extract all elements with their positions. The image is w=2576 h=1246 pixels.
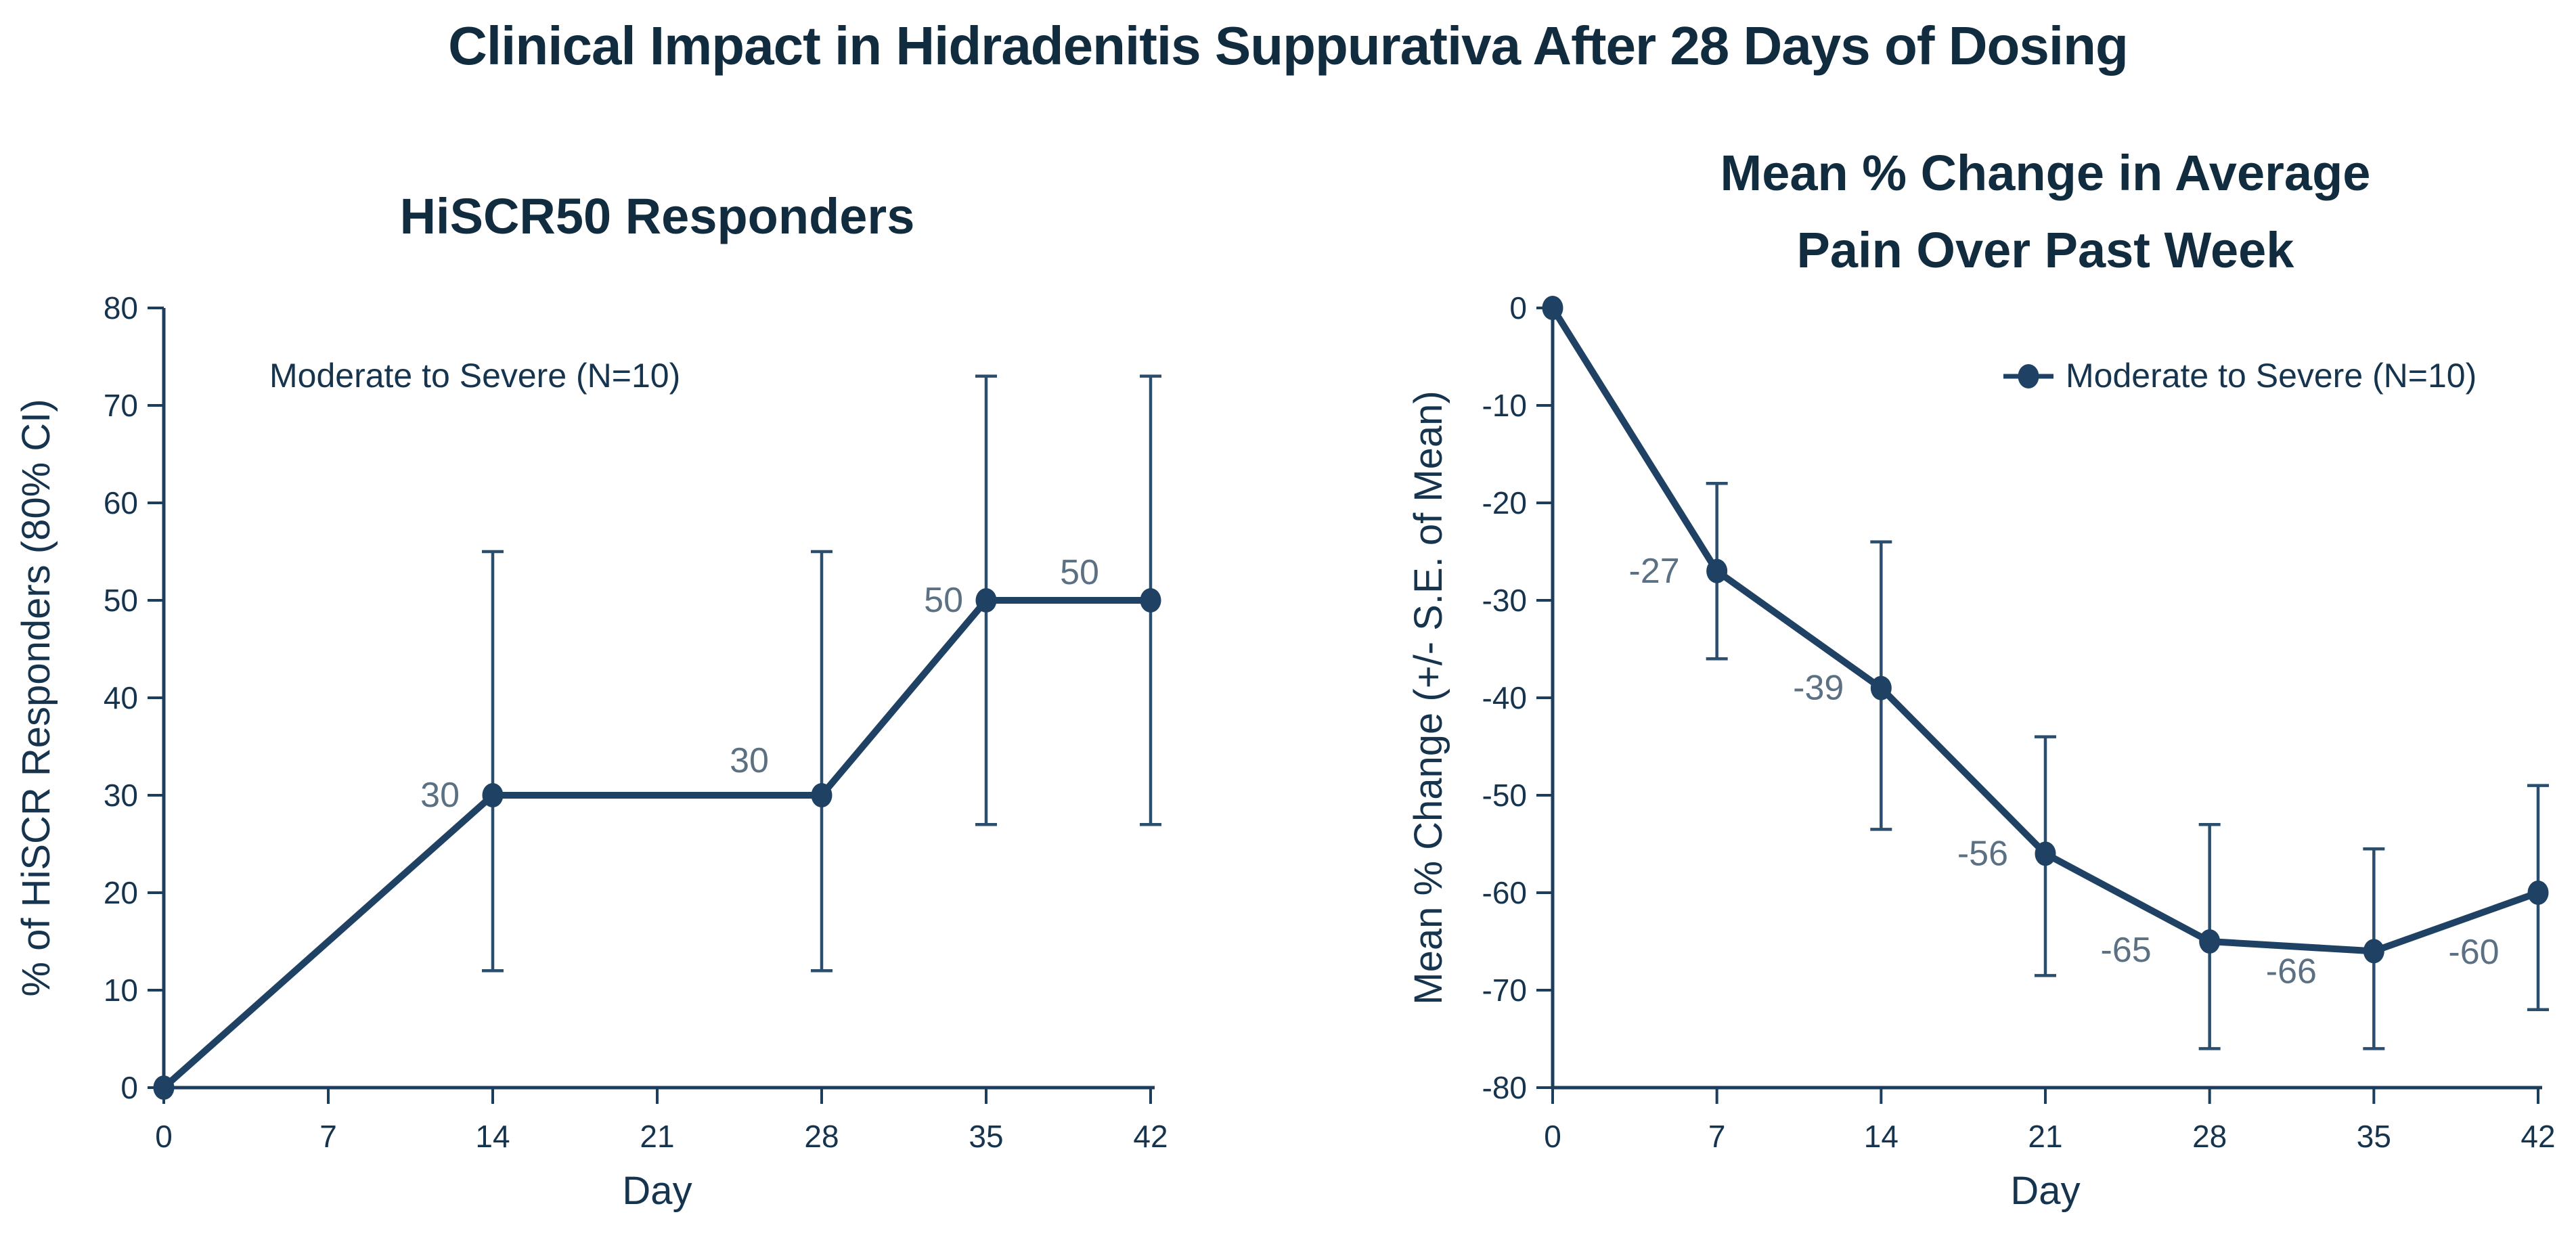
data-point-label: -27: [1629, 552, 1680, 591]
legend-point-marker-icon: [2018, 364, 2039, 388]
data-point-label: -65: [2101, 931, 2152, 970]
y-tick-label: -30: [1482, 583, 1527, 618]
x-tick-label: 21: [2028, 1119, 2062, 1154]
data-point-marker: [1542, 296, 1563, 320]
x-tick-label: 7: [319, 1119, 337, 1154]
data-point-marker: [2035, 841, 2056, 866]
y-tick-label: 20: [104, 875, 138, 910]
x-tick-label: 28: [2192, 1119, 2227, 1154]
data-point-marker: [2363, 939, 2384, 964]
data-point-label: -56: [1957, 834, 2008, 873]
y-tick-label: -10: [1482, 388, 1527, 423]
y-tick-label: -70: [1482, 973, 1527, 1008]
x-tick-label: 42: [2521, 1119, 2555, 1154]
chart-title: Mean % Change in Average: [1720, 145, 2371, 201]
data-point-label: -39: [1793, 669, 1844, 708]
data-point-marker: [2199, 929, 2221, 954]
data-point-marker: [1870, 675, 1892, 700]
y-axis-title: Mean % Change (+/- S.E. of Mean): [1406, 391, 1450, 1005]
data-point-marker: [1140, 588, 1161, 613]
y-tick-label: 0: [1509, 290, 1527, 326]
x-tick-label: 42: [1133, 1119, 1168, 1154]
legend: Moderate to Severe (N=10): [269, 357, 680, 395]
data-point-label: -60: [2448, 933, 2499, 972]
y-tick-label: 50: [104, 583, 138, 618]
chart-title: Pain Over Past Week: [1797, 222, 2295, 278]
x-tick-label: 35: [969, 1119, 1003, 1154]
chart-title: HiSCR50 Responders: [400, 188, 915, 244]
y-tick-label: 10: [104, 973, 138, 1008]
y-tick-label: 80: [104, 290, 138, 326]
x-tick-label: 7: [1708, 1119, 1726, 1154]
y-tick-label: 60: [104, 485, 138, 520]
data-point-marker: [1706, 558, 1728, 583]
y-tick-label: -40: [1482, 680, 1527, 715]
x-tick-label: 14: [475, 1119, 510, 1154]
legend-label: Moderate to Severe (N=10): [2066, 357, 2477, 395]
data-point-marker: [153, 1075, 175, 1100]
y-tick-label: -80: [1482, 1070, 1527, 1105]
y-tick-label: 0: [120, 1070, 138, 1105]
legend-label: Moderate to Severe (N=10): [269, 357, 680, 395]
y-tick-label: 30: [104, 778, 138, 813]
data-point-label: -66: [2266, 952, 2317, 991]
data-point-label: 30: [730, 741, 769, 780]
x-tick-label: 14: [1864, 1119, 1898, 1154]
data-point-label: 50: [1060, 553, 1099, 592]
y-tick-label: 40: [104, 680, 138, 715]
error-bar: [811, 550, 832, 973]
hiscr50-responders-chart: HiSCR50 Responders 0 10 20 30 40 50 60 70 80 0 7 14 2…: [14, 188, 1168, 1213]
y-tick-label: -50: [1482, 778, 1527, 813]
data-point-label: 30: [420, 776, 460, 815]
x-tick-label: 0: [1544, 1119, 1561, 1154]
data-point-marker: [2527, 881, 2549, 905]
main-title: Clinical Impact in Hidradenitis Suppurat…: [448, 16, 2129, 76]
data-point-marker: [482, 783, 504, 807]
y-tick-label: -20: [1482, 485, 1527, 520]
data-point-marker: [975, 588, 997, 613]
data-point-label: 50: [924, 581, 963, 620]
y-axis-title: % of HiSCR Responders (80% CI): [14, 399, 58, 996]
y-tick-label: 70: [104, 388, 138, 423]
pain-change-chart: Mean % Change in Average Pain Over Past W…: [1406, 145, 2556, 1213]
series-line: [160, 597, 1154, 1091]
y-tick-label: -60: [1482, 875, 1527, 910]
x-axis-title: Day: [2010, 1169, 2080, 1213]
x-tick-label: 0: [155, 1119, 173, 1154]
x-axis-title: Day: [622, 1169, 692, 1213]
x-tick-label: 28: [804, 1119, 839, 1154]
data-point-marker: [811, 783, 832, 807]
x-tick-label: 21: [640, 1119, 674, 1154]
x-tick-label: 35: [2357, 1119, 2391, 1154]
legend: Moderate to Severe (N=10): [2003, 357, 2477, 395]
error-bar: [482, 550, 504, 973]
